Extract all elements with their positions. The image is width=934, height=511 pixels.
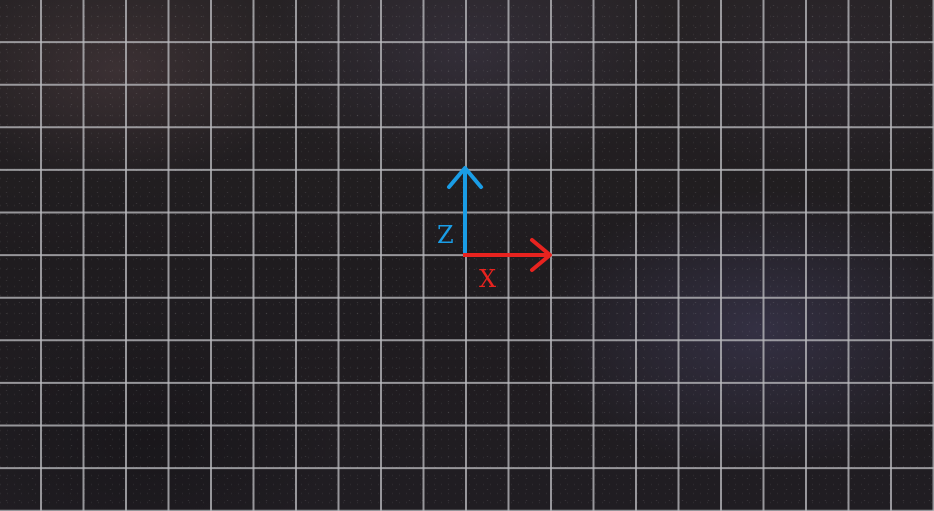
x-axis-arrow bbox=[463, 238, 552, 272]
z-axis-arrow bbox=[447, 166, 483, 255]
x-axis-arrowhead bbox=[530, 238, 552, 272]
z-axis-arrowhead bbox=[447, 166, 483, 189]
x-axis-label: X bbox=[479, 265, 497, 293]
z-axis-label: Z bbox=[437, 221, 454, 249]
